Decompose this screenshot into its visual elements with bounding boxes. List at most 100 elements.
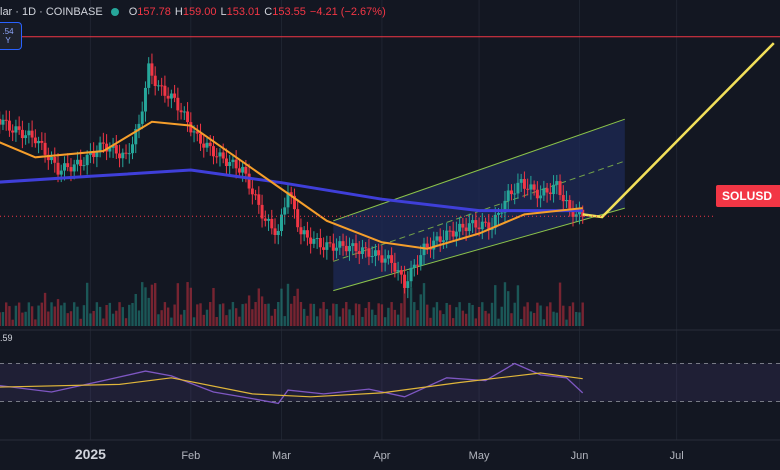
candle-body	[513, 193, 517, 195]
volume-bar	[361, 316, 364, 326]
candle-body	[529, 184, 533, 190]
candle-body	[182, 111, 186, 113]
volume-bar	[56, 299, 60, 326]
candle-body	[461, 223, 465, 228]
candle-body	[403, 274, 407, 288]
volume-bar	[176, 283, 180, 326]
volume-bar	[581, 302, 584, 326]
candle-body	[325, 242, 329, 250]
candle-body	[4, 119, 8, 121]
candle-body	[532, 184, 536, 190]
volume-bar	[345, 302, 348, 326]
candle-body	[160, 85, 164, 87]
candle-body	[24, 135, 28, 139]
volume-bar	[163, 302, 167, 326]
candle-body	[467, 223, 471, 232]
candle-body	[241, 166, 245, 173]
volume-bar	[102, 318, 105, 326]
volume-bar	[40, 302, 44, 326]
volume-bar	[60, 305, 63, 326]
volume-bar	[76, 306, 79, 326]
volume-bar	[241, 304, 244, 326]
volume-bar	[400, 303, 403, 326]
candle-body	[399, 270, 403, 275]
channel-fill	[333, 119, 625, 291]
volume-bar	[202, 314, 205, 326]
candle-body	[270, 218, 274, 229]
channel-upper-line	[333, 118, 625, 222]
volume-bar	[526, 302, 529, 326]
volume-bar	[196, 304, 199, 326]
volume-bar	[306, 315, 309, 326]
volume-bar	[348, 309, 351, 326]
candle-body	[195, 131, 199, 134]
volume-bar	[47, 311, 50, 326]
candle-body	[338, 241, 342, 248]
candle-body	[493, 214, 497, 228]
rsi-line	[0, 362, 584, 405]
candle-body	[75, 159, 79, 165]
volume-bar	[192, 317, 196, 326]
volume-bar	[549, 302, 552, 326]
volume-bar	[92, 310, 95, 326]
x-tick-label-4: May	[469, 450, 490, 462]
candle-body	[231, 159, 235, 163]
volume-bar	[338, 316, 341, 326]
candle-body	[131, 144, 135, 154]
candle-body	[189, 122, 193, 133]
volume-bar	[393, 309, 397, 326]
volume-bar	[225, 315, 228, 326]
candle-body	[237, 168, 241, 173]
candle-body	[46, 154, 50, 161]
candle-body	[393, 262, 397, 272]
volume-bar	[85, 282, 89, 326]
candle-body	[555, 181, 559, 185]
volume-bar	[215, 316, 218, 326]
candle-body	[315, 238, 319, 240]
candle-body	[192, 131, 196, 133]
candle-body	[309, 237, 313, 244]
candle-body	[1, 119, 5, 125]
candle-body	[273, 228, 277, 236]
candle-body	[354, 243, 358, 252]
candle-body	[33, 137, 37, 144]
volume-bar	[17, 302, 21, 326]
volume-bar	[299, 302, 303, 326]
candle-body	[153, 75, 157, 86]
candle-body	[50, 157, 54, 161]
candle-body	[367, 248, 371, 257]
candle-body	[458, 223, 462, 232]
candle-body	[228, 162, 232, 167]
volume-bar	[575, 311, 578, 326]
volume-bar	[377, 303, 380, 326]
candle-body	[43, 142, 47, 155]
volume-bar	[325, 309, 329, 326]
candle-body	[328, 242, 332, 244]
indicator-badge[interactable]: .54 Y	[0, 22, 22, 50]
candle-body	[211, 146, 215, 157]
candle-body	[357, 251, 361, 254]
volume-bar	[118, 302, 121, 326]
volume-bar	[134, 293, 137, 326]
candle-body	[451, 230, 455, 237]
volume-bar	[212, 287, 215, 326]
volume-bar	[487, 313, 490, 326]
candle-body	[296, 209, 300, 228]
volume-bar	[481, 302, 484, 326]
volume-bar	[218, 304, 222, 326]
candle-body	[552, 184, 556, 195]
candle-body	[234, 159, 238, 169]
volume-bar	[312, 303, 316, 326]
volume-bar	[468, 302, 471, 326]
candle-body	[176, 97, 180, 111]
volume-bar	[380, 304, 384, 326]
volume-bar	[471, 304, 474, 326]
indicator-badge-value: .54	[2, 27, 14, 36]
candle-body	[215, 156, 219, 158]
candle-body	[205, 142, 209, 148]
candle-body	[244, 166, 248, 174]
volume-bar	[461, 310, 465, 326]
volume-bar	[539, 305, 542, 326]
projection-line	[582, 42, 775, 219]
